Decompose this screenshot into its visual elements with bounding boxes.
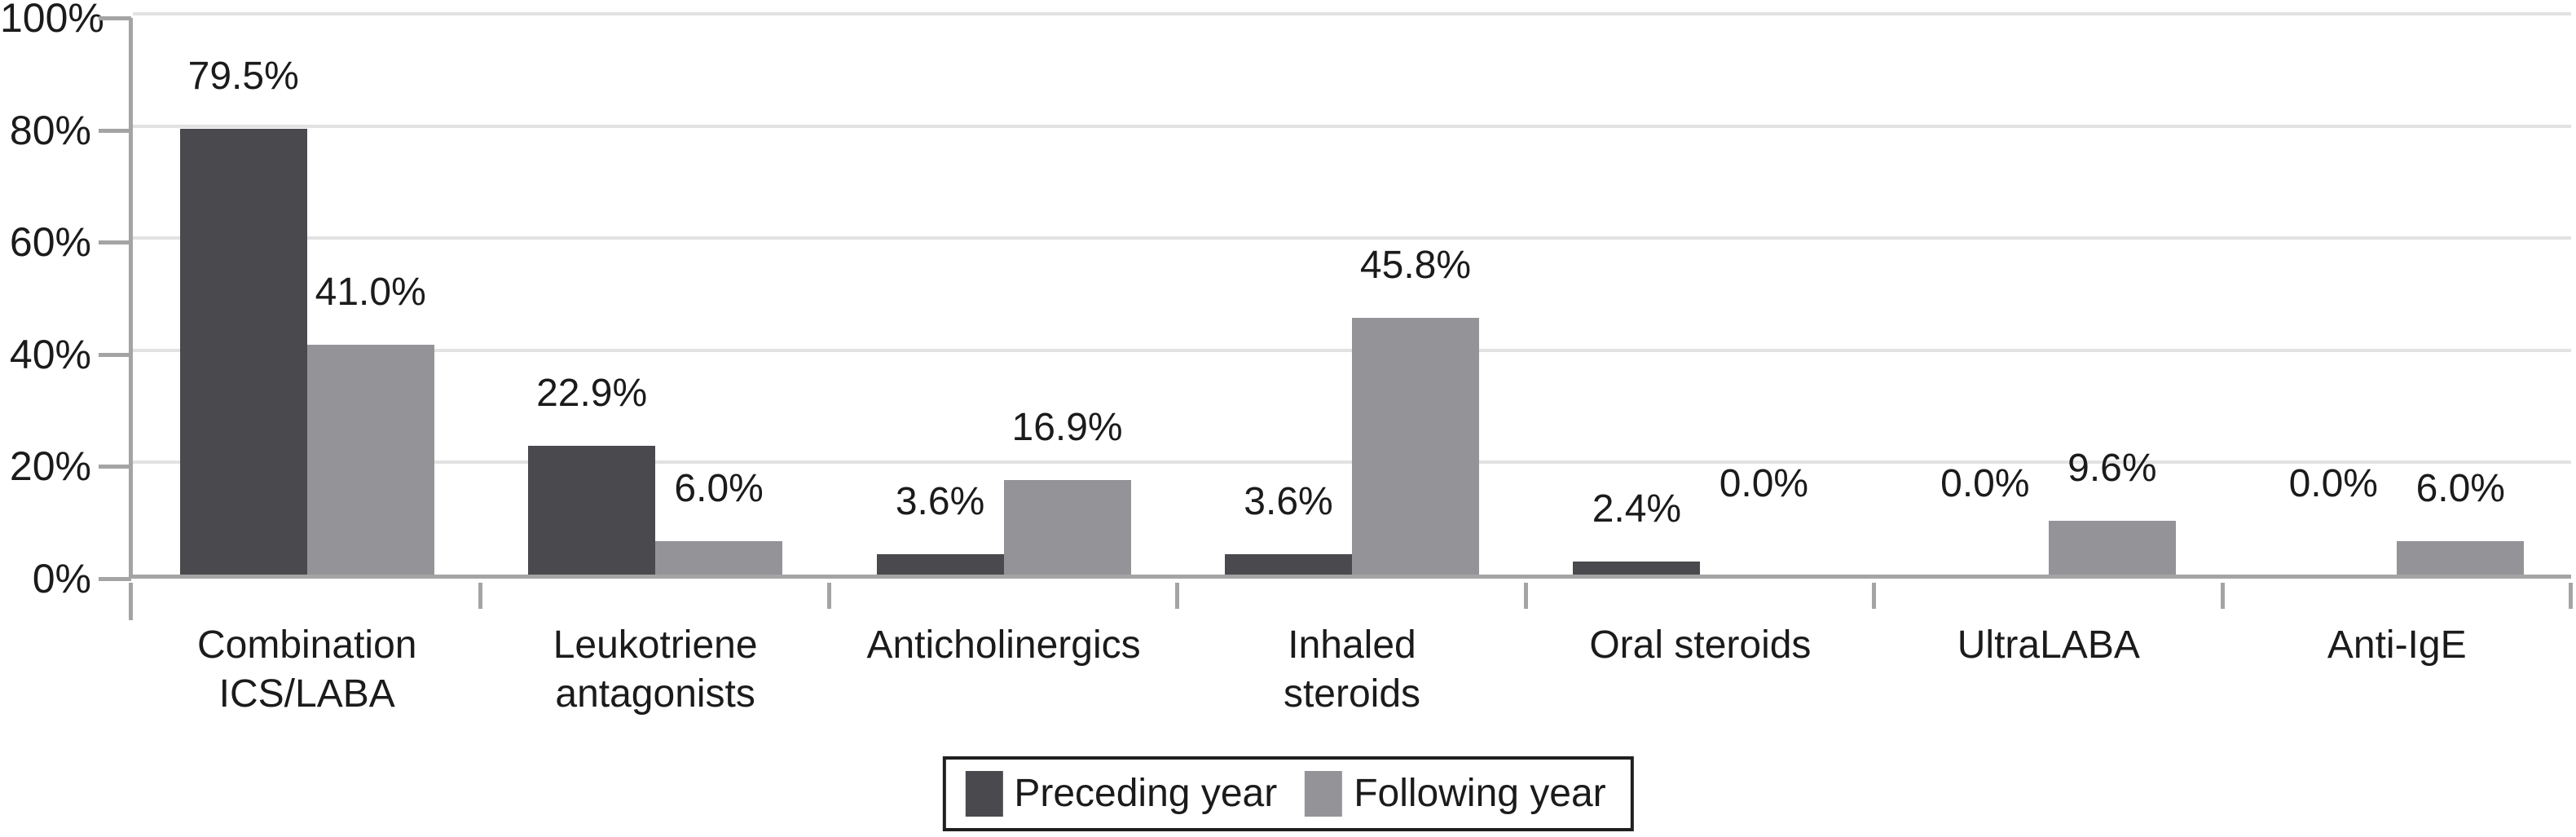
legend-label-preceding-year: Preceding year xyxy=(1014,772,1278,815)
legend-swatch-following-year-icon xyxy=(1305,771,1343,817)
value-label: 0.0% xyxy=(1940,462,2030,505)
x-tick-mark xyxy=(478,583,483,609)
bar-preceding-year xyxy=(876,554,1004,575)
bar-following-year xyxy=(2048,520,2176,575)
bar-preceding-year xyxy=(179,129,307,575)
legend-item-following-year: Following year xyxy=(1305,771,1606,817)
y-tick-label: 0% xyxy=(32,556,91,601)
bar-group: 2.4% 0.0% xyxy=(1526,18,1874,575)
bar-preceding-year xyxy=(1573,561,1701,575)
category-label: Anti-IgE xyxy=(2327,623,2467,667)
y-tick-label: 20% xyxy=(9,443,91,490)
bar-preceding-year xyxy=(528,446,656,575)
y-tick-mark xyxy=(99,352,131,357)
y-axis-labels: 0% 20% 40% 60% 80% 100% xyxy=(0,0,104,837)
category-label: Combination ICS/LABA xyxy=(196,623,417,716)
y-tick-label: 40% xyxy=(9,331,91,377)
value-label: 6.0% xyxy=(2415,466,2505,510)
legend-label-following-year: Following year xyxy=(1354,772,1606,815)
category-label: UltraLABA xyxy=(1957,623,2140,667)
bar-group: 3.6% 45.8% xyxy=(1178,18,1526,575)
y-tick-label: 100% xyxy=(0,0,104,41)
bar-group: 79.5% 41.0% xyxy=(133,18,481,575)
x-tick-mark xyxy=(1872,583,1877,609)
bar-preceding-year xyxy=(1224,554,1352,575)
value-label: 0.0% xyxy=(1719,462,1809,505)
value-label: 3.6% xyxy=(1244,480,1333,524)
y-tick-mark xyxy=(99,465,131,469)
bar-following-year xyxy=(2397,540,2525,575)
x-tick-mark xyxy=(2220,583,2225,609)
category-label: Anticholinergics xyxy=(866,623,1141,667)
bar-group: 0.0% 6.0% xyxy=(2223,18,2571,575)
bar-following-year xyxy=(1003,479,1131,575)
x-tick-mark xyxy=(1523,583,1528,609)
bar-group: 3.6% 16.9% xyxy=(830,18,1178,575)
category-axis-labels: Combination ICS/LABA Leukotriene antagoni… xyxy=(133,621,2571,719)
bar-group: 22.9% 6.0% xyxy=(481,18,829,575)
category-label: Leukotriene antagonists xyxy=(553,623,758,716)
value-label: 79.5% xyxy=(187,55,299,99)
plot-area: 79.5% 41.0% 22.9% 6.0% 3.6% 16.9% 3.6% 45.8% 2.4… xyxy=(129,12,2571,579)
y-tick-label: 80% xyxy=(9,107,91,153)
gridline-80 xyxy=(133,124,2571,128)
y-axis-line xyxy=(129,583,133,620)
x-tick-mark xyxy=(826,583,831,609)
value-label: 0.0% xyxy=(2288,462,2378,505)
value-label: 9.6% xyxy=(2067,446,2157,490)
bar-following-year xyxy=(1351,317,1479,575)
legend: Preceding year Following year xyxy=(942,756,1634,831)
y-tick-mark xyxy=(99,577,131,581)
legend-item-preceding-year: Preceding year xyxy=(965,771,1277,817)
legend-swatch-preceding-year-icon xyxy=(965,771,1003,817)
y-tick-mark xyxy=(99,128,131,133)
x-tick-mark xyxy=(1175,583,1180,609)
value-label: 6.0% xyxy=(674,466,764,510)
bar-following-year xyxy=(306,344,434,575)
value-label: 41.0% xyxy=(315,270,426,314)
gridline-60 xyxy=(133,236,2571,240)
y-tick-mark xyxy=(99,16,131,20)
category-label: Inhaled steroids xyxy=(1283,623,1421,716)
bar-following-year xyxy=(655,540,783,575)
value-label: 16.9% xyxy=(1011,405,1123,449)
value-label: 3.6% xyxy=(895,480,985,524)
value-label: 2.4% xyxy=(1592,487,1682,531)
y-tick-label: 60% xyxy=(9,219,91,266)
bar-group: 0.0% 9.6% xyxy=(1874,18,2222,575)
value-label: 45.8% xyxy=(1359,243,1472,287)
gridline-100 xyxy=(133,12,2571,15)
x-tick-mark xyxy=(2569,583,2573,609)
y-tick-mark xyxy=(99,240,131,245)
category-label: Oral steroids xyxy=(1589,623,1812,667)
value-label: 22.9% xyxy=(536,372,648,416)
